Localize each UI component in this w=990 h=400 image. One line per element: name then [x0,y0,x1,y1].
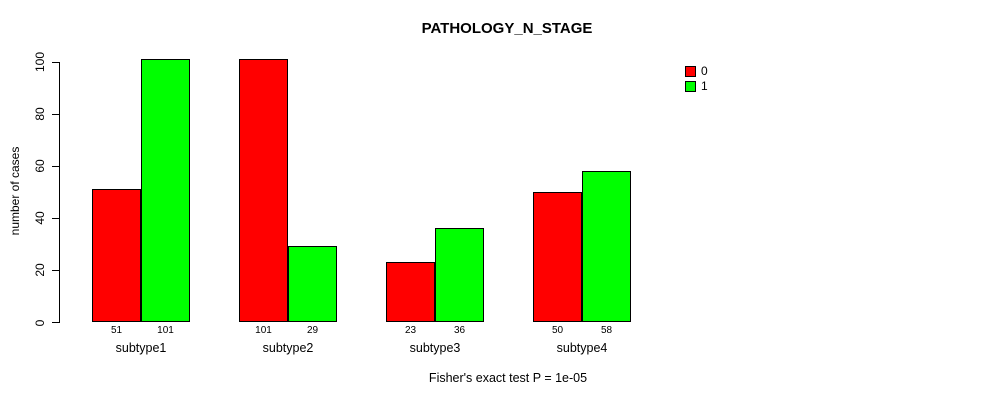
bar-subtype2-series0 [239,58,288,322]
bar-subtype4-series0 [533,191,582,322]
bar-subtype3-series1 [435,228,484,322]
bar-subtype3-series0 [386,262,435,322]
legend-item: 1 [685,79,708,93]
bar-subtype1-series1 [141,58,190,322]
bar-subtype2-series1 [288,246,337,322]
bar-subtype1-series0 [92,189,141,322]
y-axis-label: number of cases [8,146,22,236]
y-tick-label: 0 [33,319,47,326]
x-category-label: subtype4 [556,341,608,355]
y-tick-label: 20 [33,263,47,278]
legend-swatch [685,80,696,92]
x-category-label: subtype2 [262,341,314,355]
legend-item: 0 [685,64,708,78]
bar-value-label: 58 [600,325,613,336]
y-tick-mark [52,113,59,115]
bar-subtype4-series1 [582,170,631,322]
legend-swatch [685,65,696,77]
y-tick-label: 100 [33,51,47,73]
y-tick-label: 80 [33,107,47,121]
y-tick-mark [52,61,59,63]
bar-value-label: 50 [551,325,564,336]
y-tick-mark [52,269,59,271]
y-tick-label: 40 [33,211,47,225]
legend-label: 0 [701,64,708,78]
bar-value-label: 23 [404,325,417,336]
annotation-text: Fisher's exact test P = 1e-05 [428,371,588,385]
legend-label: 1 [701,79,708,93]
bar-value-label: 51 [110,325,123,336]
y-tick-mark [52,217,59,219]
y-tick-mark [52,322,59,323]
x-category-label: subtype1 [115,341,167,355]
y-axis-line [59,61,60,323]
x-category-label: subtype3 [409,341,461,355]
bar-value-label: 36 [453,325,466,336]
bar-value-label: 101 [157,325,174,336]
y-tick-label: 60 [33,159,47,173]
chart-title: PATHOLOGY_N_STAGE [421,20,593,37]
y-tick-mark [52,165,59,167]
bar-value-label: 101 [255,325,272,336]
bar-value-label: 29 [306,325,319,336]
